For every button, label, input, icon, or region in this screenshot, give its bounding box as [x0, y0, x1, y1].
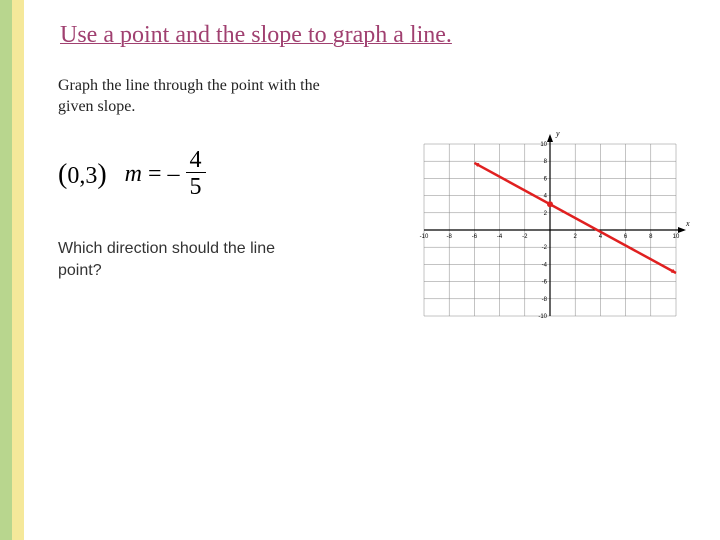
svg-text:10: 10	[540, 142, 547, 148]
point-x: 0	[67, 163, 79, 189]
svg-text:-8: -8	[447, 234, 453, 240]
slope-neg: –	[168, 161, 180, 188]
slope-eq: =	[148, 161, 162, 188]
svg-text:-4: -4	[542, 262, 548, 268]
svg-text:y: y	[555, 130, 560, 138]
point-expression: (0,3)	[58, 159, 107, 191]
equation-block: (0,3) m = – 4 5	[58, 148, 206, 202]
coordinate-graph: -10-8-6-4-2246810-10-8-6-4-2246810xy	[410, 130, 690, 330]
svg-text:x: x	[685, 219, 690, 228]
svg-text:-4: -4	[497, 234, 503, 240]
svg-text:-2: -2	[542, 245, 548, 251]
slope-num: 4	[186, 148, 206, 173]
svg-text:-10: -10	[538, 314, 547, 320]
svg-text:-6: -6	[472, 234, 478, 240]
side-stripe-green	[0, 0, 12, 540]
paren-left: (	[58, 159, 67, 190]
page-title: Use a point and the slope to graph a lin…	[60, 22, 452, 49]
svg-text:-10: -10	[420, 234, 429, 240]
question-text: Which direction should the line point?	[58, 238, 318, 281]
instruction-text: Graph the line through the point with th…	[58, 76, 338, 118]
graph-svg: -10-8-6-4-2246810-10-8-6-4-2246810xy	[410, 130, 690, 330]
point-y: 3	[85, 163, 97, 189]
slope-fraction: 4 5	[186, 148, 206, 202]
side-stripe-yellow	[12, 0, 24, 540]
slope-m: m	[125, 161, 142, 188]
slope-den: 5	[186, 173, 206, 202]
svg-text:-2: -2	[522, 234, 528, 240]
paren-right: )	[97, 159, 106, 190]
slope-expression: m = – 4 5	[125, 148, 206, 202]
svg-text:-6: -6	[542, 280, 548, 286]
svg-text:10: 10	[673, 234, 680, 240]
svg-text:-8: -8	[542, 297, 548, 303]
